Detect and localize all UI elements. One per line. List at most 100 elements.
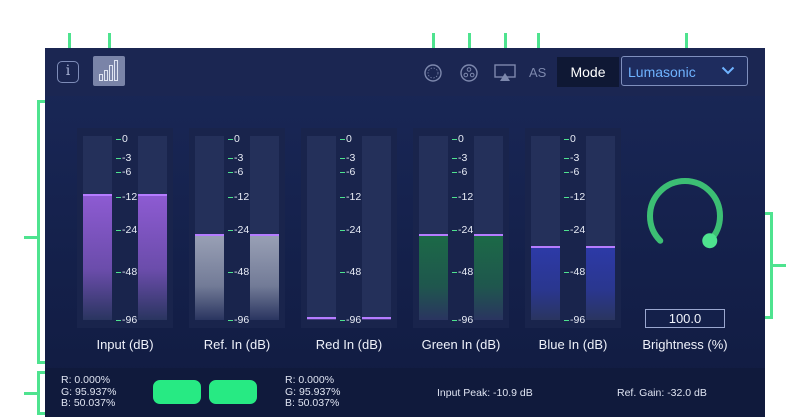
meter-peak-line (138, 194, 167, 196)
meter-fill (83, 194, 112, 320)
meter-fill (586, 246, 615, 320)
meter-peak-line (307, 317, 336, 319)
meter-1: 0 -3 -6 -12 -24 -48 -96 (77, 128, 173, 328)
callout-bracket-bottom (24, 392, 38, 395)
callout-bracket-bottom (37, 371, 47, 374)
scale-tick: -48 (228, 266, 258, 278)
scale-tick: -3 (452, 152, 482, 164)
right-g-value: G: 95.937% (285, 385, 341, 398)
right-b-value: B: 50.037% (285, 397, 340, 409)
brightness-knob[interactable] (641, 174, 729, 262)
color-swatch-left[interactable] (153, 380, 201, 404)
meter-label: Ref. In (dB) (203, 337, 271, 352)
knob-handle[interactable] (702, 233, 718, 249)
meter-track (195, 136, 224, 320)
scale-tick: -48 (564, 266, 594, 278)
brightness-value[interactable]: 100.0 (645, 309, 725, 328)
scale-tick: -48 (340, 266, 370, 278)
info-icon[interactable]: i (57, 61, 79, 83)
meter-track (250, 136, 279, 320)
left-b-value: B: 50.037% (61, 397, 116, 409)
meter-track (586, 136, 615, 320)
scale-tick: -6 (452, 166, 482, 178)
callout-marker (432, 33, 435, 49)
scale-tick: 0 (340, 133, 370, 145)
callout-bracket-left (37, 100, 40, 364)
meter-track (138, 136, 167, 320)
meter-fill (474, 234, 503, 320)
scale-tick: -6 (116, 166, 146, 178)
color-swatch-right[interactable] (209, 380, 257, 404)
callout-bracket-right (762, 212, 772, 215)
meter-track (83, 136, 112, 320)
left-rgb-readout: R: 0.000% G: 95.937% B: 50.037% (61, 374, 116, 410)
scale-tick: -6 (340, 166, 370, 178)
meter-3: 0 -3 -6 -12 -24 -48 -96 (301, 128, 397, 328)
chevron-down-icon (721, 66, 735, 75)
brightness-label: Brightness (%) (642, 337, 728, 352)
callout-bracket-right (762, 316, 772, 319)
scale-tick: -12 (452, 191, 482, 203)
meter-peak-line (586, 246, 615, 248)
mode-label: Mode (557, 57, 619, 87)
scale-tick: 0 (116, 133, 146, 145)
signal-bars-icon[interactable] (93, 56, 125, 86)
callout-marker (468, 33, 471, 49)
meter-5: 0 -3 -6 -12 -24 -48 -96 (525, 128, 621, 328)
callout-bracket-bottom (37, 412, 47, 415)
mode-select-value: Lumasonic (628, 64, 696, 80)
scale-tick: -6 (228, 166, 258, 178)
callout-marker (68, 33, 71, 49)
plugin-window: i AS Mode Lumasonic (45, 48, 765, 417)
meter-peak-line (83, 194, 112, 196)
meter-label: Input (dB) (96, 337, 154, 352)
meter-fill (138, 194, 167, 320)
scale-tick: -6 (564, 166, 594, 178)
scale-tick: -96 (340, 314, 370, 326)
callout-marker (504, 33, 507, 49)
scale-tick: -96 (564, 314, 594, 326)
meter-label: Red In (dB) (315, 337, 383, 352)
meter-track (362, 136, 391, 320)
scale-tick: -48 (452, 266, 482, 278)
scale-tick: -24 (452, 224, 482, 236)
scale-tick: -24 (116, 224, 146, 236)
meter-peak-line (195, 234, 224, 236)
meter-peak-line (250, 234, 279, 236)
meter-2: 0 -3 -6 -12 -24 -48 -96 (189, 128, 285, 328)
scale-tick: -48 (116, 266, 146, 278)
scale-tick: -24 (340, 224, 370, 236)
circle-icon[interactable] (423, 63, 443, 83)
meter-fill (250, 234, 279, 320)
scale-tick: -96 (228, 314, 258, 326)
meter-label: Blue In (dB) (538, 337, 608, 352)
meter-track (419, 136, 448, 320)
meter-fill (195, 234, 224, 320)
scale-tick: -3 (564, 152, 594, 164)
callout-bracket-left (37, 100, 47, 103)
meter-track (474, 136, 503, 320)
mode-select[interactable]: Lumasonic (621, 56, 748, 86)
knob-arc (647, 178, 723, 244)
scale-tick: -96 (116, 314, 146, 326)
scale-tick: 0 (228, 133, 258, 145)
meter-track (307, 136, 336, 320)
meter-fill (531, 246, 560, 320)
scale-tick: 0 (564, 133, 594, 145)
airplay-icon[interactable] (494, 64, 516, 82)
meter-peak-line (362, 317, 391, 319)
meter-track (531, 136, 560, 320)
callout-bracket-right (770, 212, 773, 319)
three-dots-circle-icon[interactable] (459, 63, 479, 83)
scale-tick: -3 (116, 152, 146, 164)
callout-marker (537, 33, 540, 49)
as-toggle[interactable]: AS (529, 65, 547, 80)
meter-fill (419, 234, 448, 320)
scale-tick: -24 (228, 224, 258, 236)
callout-bracket-left (24, 236, 38, 239)
meter-4: 0 -3 -6 -12 -24 -48 -96 (413, 128, 509, 328)
callout-marker (108, 33, 111, 49)
meter-peak-line (474, 234, 503, 236)
ref-gain-readout: Ref. Gain: -32.0 dB (617, 387, 707, 399)
left-r-value: R: 0.000% (61, 374, 111, 386)
